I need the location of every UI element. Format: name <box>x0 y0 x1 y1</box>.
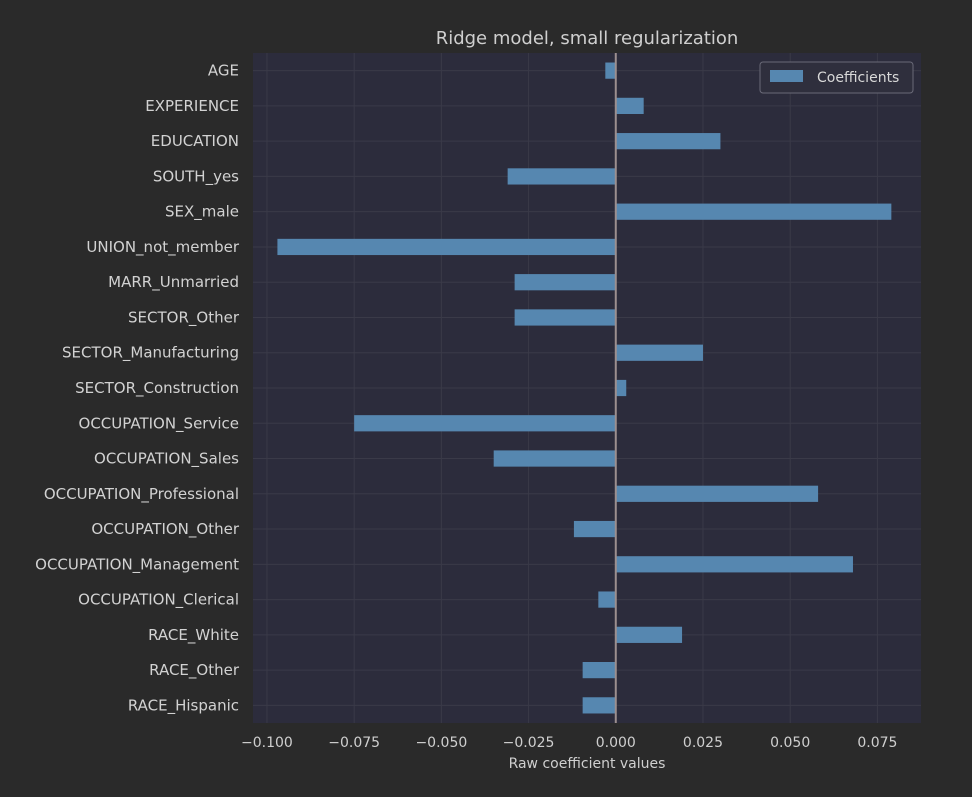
y-tick-label: OCCUPATION_Other <box>91 520 239 539</box>
y-tick-label: RACE_White <box>148 626 239 645</box>
y-tick-label: SEX_male <box>165 203 239 222</box>
y-tick-label: SOUTH_yes <box>153 167 239 186</box>
bar-race-hispanic <box>582 697 616 714</box>
y-tick-label: SECTOR_Construction <box>75 379 239 398</box>
bar-occupation-professional <box>615 485 819 502</box>
bars <box>277 62 892 714</box>
y-tick-label: RACE_Other <box>149 661 240 680</box>
x-tick-label: −0.075 <box>328 735 380 751</box>
x-tick-label: 0.025 <box>683 735 723 751</box>
x-tick-label: 0.050 <box>770 735 810 751</box>
bar-sector-other <box>514 309 616 326</box>
chart-title: Ridge model, small regularization <box>436 28 739 49</box>
y-tick-label: SECTOR_Other <box>128 308 240 327</box>
y-tick-label: OCCUPATION_Management <box>35 555 239 574</box>
bar-sector-manufacturing <box>615 344 703 361</box>
x-tick-labels: −0.100 −0.075 −0.050 −0.025 0.000 0.025 0.050 0… <box>241 735 897 751</box>
y-tick-label: UNION_not_member <box>86 238 239 257</box>
y-tick-label: EDUCATION <box>151 132 239 150</box>
x-tick-label: 0.075 <box>857 735 897 751</box>
bar-sector-construction <box>615 379 627 397</box>
legend-box <box>759 61 914 94</box>
x-tick-label: −0.100 <box>241 735 293 751</box>
bar-sex-male <box>615 203 892 220</box>
legend-label: Coefficients <box>817 70 899 86</box>
y-tick-label: OCCUPATION_Service <box>79 414 239 433</box>
y-tick-label: AGE <box>208 62 239 80</box>
legend: Coefficients <box>759 61 914 94</box>
bar-race-white <box>615 626 683 643</box>
bar-union-not-member <box>277 238 616 256</box>
bar-occupation-sales <box>493 450 616 467</box>
y-tick-label: OCCUPATION_Professional <box>44 485 239 504</box>
x-tick-label: −0.025 <box>503 735 555 751</box>
bar-occupation-management <box>615 556 853 573</box>
legend-swatch <box>770 70 803 82</box>
bar-education <box>615 133 721 150</box>
bar-race-other <box>582 661 616 679</box>
y-tick-label: OCCUPATION_Clerical <box>78 591 239 610</box>
y-tick-label: RACE_Hispanic <box>128 696 239 715</box>
x-tick-label: 0.000 <box>596 735 636 751</box>
bar-marr-unmarried <box>514 274 616 291</box>
bar-occupation-other <box>573 520 616 538</box>
y-tick-labels: AGE EXPERIENCE EDUCATION SOUTH_yes SEX_male U… <box>35 62 240 716</box>
x-tick-label: −0.050 <box>415 735 467 751</box>
bar-occupation-clerical <box>598 591 616 608</box>
x-axis-label: Raw coefficient values <box>509 756 666 772</box>
bar-experience <box>615 97 644 115</box>
y-tick-label: EXPERIENCE <box>145 97 239 115</box>
bar-occupation-service <box>354 415 616 432</box>
bar-age <box>605 62 616 79</box>
y-tick-label: SECTOR_Manufacturing <box>62 344 239 363</box>
bar-south-yes <box>507 168 616 185</box>
y-tick-label: OCCUPATION_Sales <box>94 450 239 469</box>
y-tick-label: MARR_Unmarried <box>108 273 239 292</box>
